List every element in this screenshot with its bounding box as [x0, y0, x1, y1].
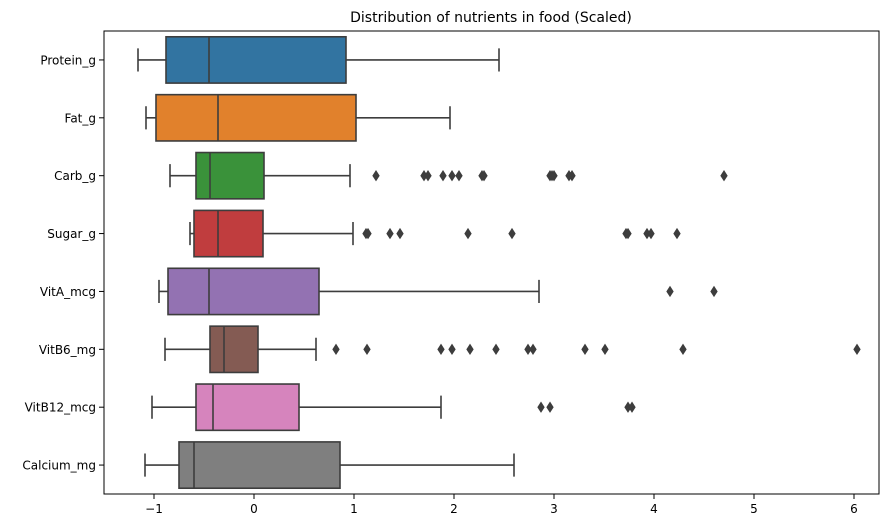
- carb-g-outlier: [480, 169, 488, 182]
- vitb12-mcg-box: [195, 383, 300, 432]
- vitb6-mg-outlier: [466, 343, 474, 356]
- carb-g-outlier: [448, 169, 456, 182]
- sugar-g-outlier: [673, 227, 681, 240]
- y-tick-label: Sugar_g: [47, 227, 96, 241]
- vitb6-mg-outlier: [679, 343, 687, 356]
- x-tick-label: 4: [650, 502, 658, 516]
- y-tick-label: VitB12_mcg: [25, 401, 96, 415]
- y-tick-label: Calcium_mg: [22, 459, 96, 473]
- y-tick-label: Protein_g: [40, 53, 96, 67]
- chart-title: Distribution of nutrients in food (Scale…: [350, 10, 632, 26]
- vitb6-mg-outlier: [363, 343, 371, 356]
- protein-g-box: [165, 35, 347, 84]
- vitb12-mcg-outlier: [628, 401, 636, 413]
- vitb12-mcg-outlier: [537, 401, 545, 413]
- sugar-g-outlier: [624, 227, 632, 240]
- x-tick-label: 1: [350, 502, 358, 516]
- sugar-g-outlier: [464, 227, 472, 240]
- vitb6-mg-outlier: [437, 343, 445, 356]
- vitb6-mg-outlier: [581, 343, 589, 356]
- calcium-mg-box: [178, 441, 341, 490]
- carb-g-outlier: [550, 169, 558, 182]
- x-tick-label: −1: [145, 502, 163, 516]
- vitb6-mg-outlier: [332, 343, 340, 356]
- x-tick-label: 3: [550, 502, 558, 516]
- plot-frame: [103, 30, 880, 495]
- sugar-g-outlier: [647, 227, 655, 240]
- carb-g-outlier: [439, 169, 447, 182]
- vitb12-mcg-outlier: [546, 401, 554, 413]
- vitb6-mg-outlier: [529, 343, 537, 356]
- fat-g-box: [155, 93, 357, 142]
- carb-g-box: [195, 151, 265, 200]
- vita-mcg-box: [167, 267, 320, 316]
- sugar-g-outlier: [396, 227, 404, 240]
- vitb6-mg-box: [209, 325, 259, 374]
- y-tick-label: VitA_mcg: [40, 285, 96, 299]
- plot-area: Protein_g Fat_g Carb_g Sugar_g VitA_mcg VitB6…: [22, 30, 880, 516]
- y-tick-label: Fat_g: [65, 111, 96, 125]
- carb-g-outlier: [372, 169, 380, 182]
- sugar-g-outlier: [364, 227, 372, 240]
- carb-g-outlier: [568, 169, 576, 182]
- vitb6-mg-outlier: [448, 343, 456, 356]
- sugar-g-box: [193, 209, 264, 258]
- x-tick-label: 6: [850, 502, 858, 516]
- vitb6-mg-outlier: [853, 343, 861, 356]
- carb-g-outlier: [424, 169, 432, 182]
- carb-g-outlier: [455, 169, 463, 182]
- x-tick-label: 5: [750, 502, 758, 516]
- vitb6-mg-outlier: [492, 343, 500, 356]
- vitb6-mg-outlier: [601, 343, 609, 356]
- carb-g-outlier: [720, 169, 728, 182]
- vita-mcg-outlier: [710, 285, 718, 298]
- sugar-g-outlier: [508, 227, 516, 240]
- vitb6-mg-outlier: [524, 343, 532, 356]
- vita-mcg-outlier: [666, 285, 674, 298]
- sugar-g-outlier: [386, 227, 394, 240]
- x-tick-label: 2: [450, 502, 458, 516]
- x-tick-label: 0: [250, 502, 258, 516]
- y-tick-label: VitB6_mg: [39, 343, 96, 357]
- y-tick-label: Carb_g: [54, 169, 96, 183]
